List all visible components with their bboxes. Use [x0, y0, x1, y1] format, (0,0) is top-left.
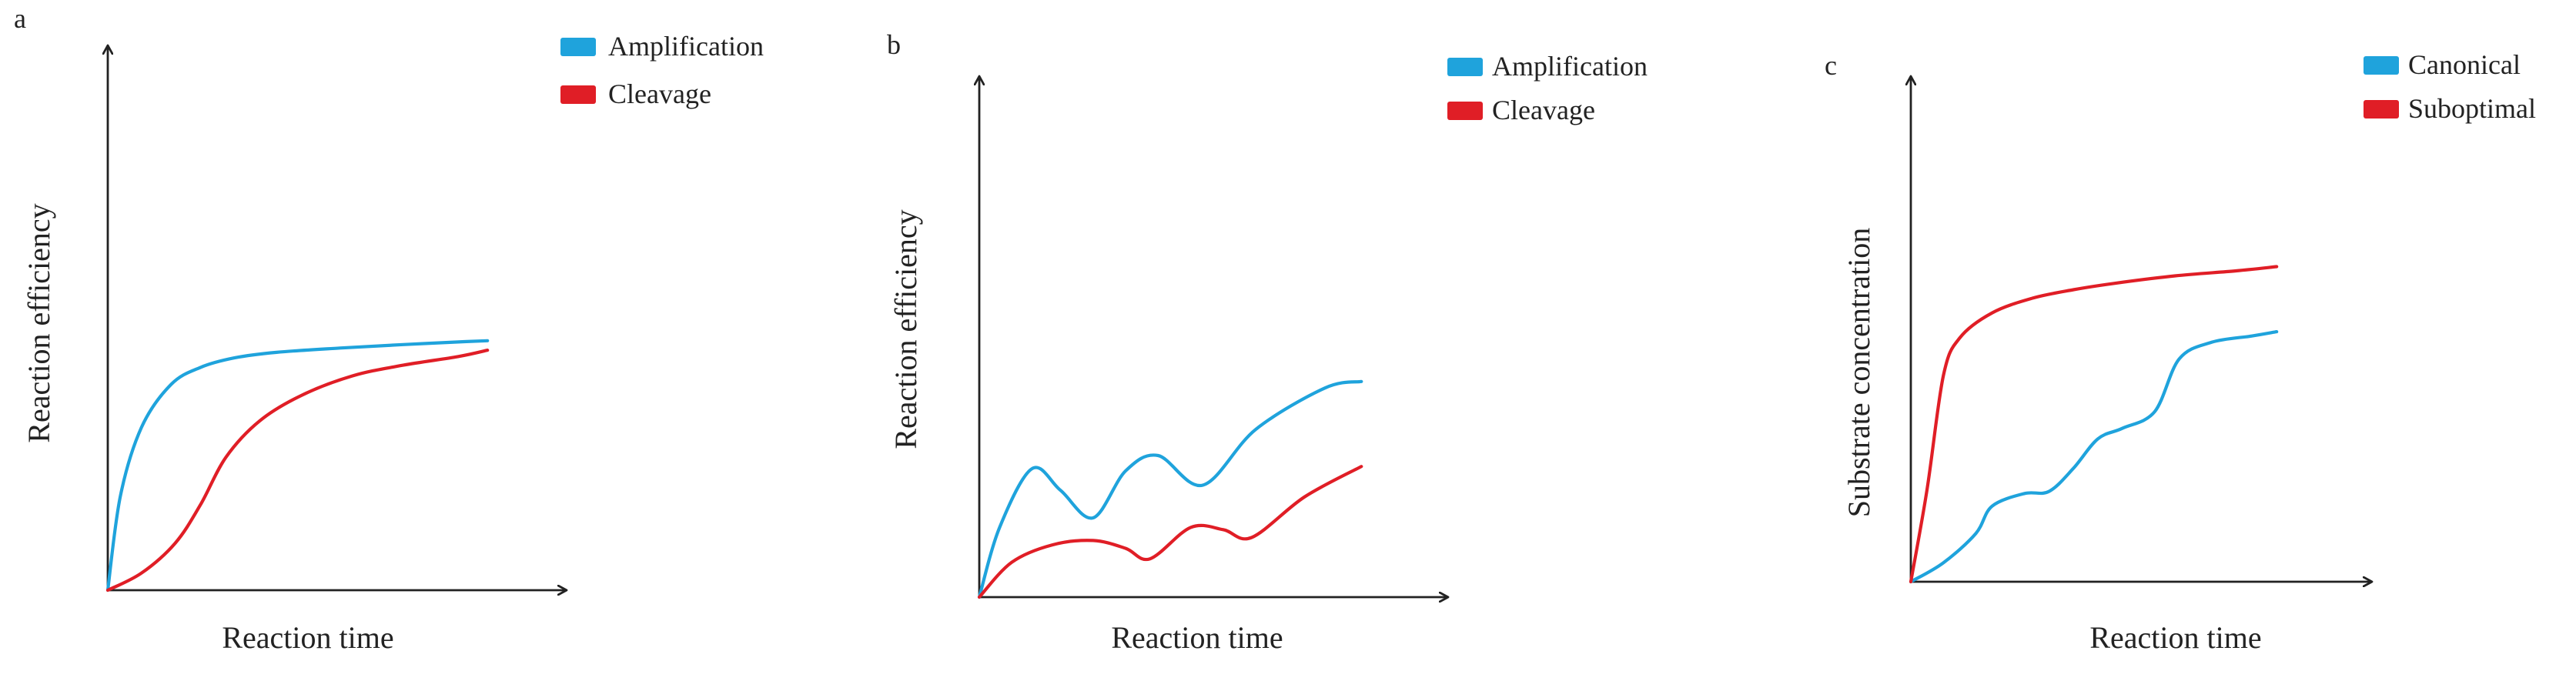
series-line-canonical: [1909, 330, 2279, 584]
series-line-cleavage: [977, 465, 1363, 599]
series-line-amplification: [977, 379, 1363, 599]
legend-label-suboptimal: Suboptimal: [2408, 93, 2536, 124]
x-axis-label: Reaction time: [2089, 620, 2261, 655]
panel-letter: c: [1825, 50, 1837, 81]
legend-swatch-amplification: [560, 38, 596, 56]
y-axis-label: Reaction efficiency: [888, 209, 923, 449]
legend-label-cleavage: Cleavage: [608, 78, 711, 109]
x-axis-label: Reaction time: [222, 620, 393, 655]
legend-swatch-cleavage: [560, 85, 596, 104]
y-axis-label: Reaction efficiency: [22, 203, 56, 442]
legend-label-cleavage: Cleavage: [1492, 95, 1595, 125]
panel-c: c Reaction time Substrate concentration Can…: [1825, 49, 2536, 655]
series-line-suboptimal: [1909, 265, 2279, 584]
legend-label-amplification: Amplification: [608, 31, 764, 62]
legend-swatch-canonical: [2364, 56, 2399, 75]
legend-swatch-suboptimal: [2364, 100, 2399, 119]
legend-swatch-amplification: [1447, 58, 1483, 76]
series-line-amplification: [105, 339, 490, 593]
panel-letter: b: [887, 29, 901, 60]
legend-label-amplification: Amplification: [1492, 51, 1648, 82]
x-axis-label: Reaction time: [1111, 620, 1283, 655]
panel-b: b Reaction time Reaction efficiency Amplifi…: [887, 29, 1648, 655]
y-axis-label: Substrate concentration: [1842, 228, 1876, 518]
legend-label-canonical: Canonical: [2408, 49, 2521, 80]
panel-letter: a: [14, 3, 26, 34]
legend-swatch-cleavage: [1447, 102, 1483, 120]
series-line-cleavage: [105, 349, 490, 593]
panel-a: a Reaction time Reaction efficiency Amplifi…: [14, 3, 764, 655]
